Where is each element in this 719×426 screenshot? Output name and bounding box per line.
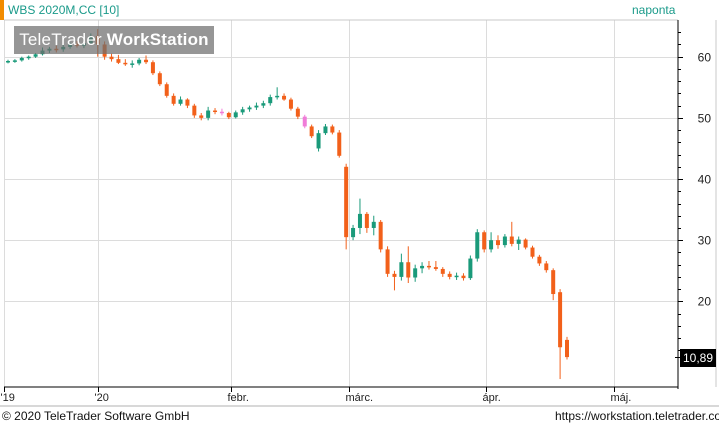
candle-body bbox=[219, 111, 224, 114]
candle-body bbox=[433, 267, 438, 269]
x-tick-label: márc. bbox=[346, 392, 374, 404]
candle-body bbox=[537, 256, 542, 264]
candles bbox=[6, 29, 569, 380]
candle-body bbox=[502, 236, 507, 246]
candle-body bbox=[509, 236, 514, 244]
candle-body bbox=[440, 268, 445, 274]
candle-body bbox=[288, 99, 293, 109]
candle-body bbox=[357, 213, 362, 228]
candle-body bbox=[461, 275, 466, 279]
candle-body bbox=[454, 275, 459, 278]
watermark-text-2: WorkStation bbox=[106, 30, 209, 49]
candle-body bbox=[337, 132, 342, 156]
candle-body bbox=[420, 265, 425, 269]
candle-body bbox=[558, 292, 563, 348]
candle-body bbox=[123, 62, 128, 65]
x-tick-label: febr. bbox=[228, 392, 249, 404]
x-tick-label: '19 bbox=[1, 392, 15, 404]
watermark-text-1: TeleTrader bbox=[19, 30, 107, 49]
candle-body bbox=[551, 270, 556, 295]
axes: 60 50 40 30 20 '19 '20 febr. márc. ápr. máj. bbox=[0, 19, 719, 407]
period-label[interactable]: naponta bbox=[632, 3, 676, 17]
y-tick-label: 30 bbox=[698, 234, 712, 248]
candle-body bbox=[413, 268, 418, 278]
candle-body bbox=[164, 84, 169, 96]
candle-body bbox=[330, 126, 335, 133]
y-tick-label: 50 bbox=[698, 112, 712, 126]
candle-body bbox=[530, 247, 535, 257]
candle-body bbox=[468, 258, 473, 279]
candle-body bbox=[178, 99, 183, 104]
y-tick-label: 60 bbox=[698, 51, 712, 65]
candle-body bbox=[302, 116, 307, 127]
copyright-text: © 2020 TeleTrader Software GmbH bbox=[2, 409, 190, 423]
candle-body bbox=[12, 60, 17, 62]
candle-body bbox=[137, 59, 142, 64]
candle-body bbox=[385, 249, 390, 274]
candle-body bbox=[282, 95, 287, 100]
candle-body bbox=[489, 240, 494, 250]
candle-body bbox=[19, 57, 24, 61]
grid-lines bbox=[4, 20, 678, 387]
candle-body bbox=[475, 232, 480, 259]
candle-body bbox=[199, 115, 204, 118]
y-tick-label: 20 bbox=[698, 295, 712, 309]
candle-body bbox=[213, 110, 218, 113]
candle-body bbox=[26, 56, 31, 59]
candle-body bbox=[33, 54, 38, 57]
candle-body bbox=[316, 133, 321, 149]
candle-body bbox=[495, 240, 500, 246]
candle-body bbox=[565, 339, 569, 358]
candle-body bbox=[109, 56, 114, 60]
candle-body bbox=[295, 108, 300, 117]
candle-body bbox=[247, 107, 252, 110]
candle-body bbox=[378, 221, 383, 250]
candle-body bbox=[116, 59, 121, 63]
candle-body bbox=[544, 263, 549, 271]
candle-body bbox=[351, 227, 356, 238]
x-tick-label: ápr. bbox=[483, 392, 501, 404]
candle-body bbox=[206, 110, 211, 118]
candle-body bbox=[150, 62, 155, 74]
candle-body bbox=[6, 60, 10, 63]
candle-body bbox=[392, 273, 397, 277]
candle-body bbox=[261, 103, 266, 106]
candle-body bbox=[233, 112, 238, 118]
watermark: TeleTrader WorkStation bbox=[14, 26, 214, 54]
candle-body bbox=[157, 73, 162, 85]
candle-body bbox=[185, 99, 190, 106]
candle-body bbox=[144, 59, 149, 63]
candle-body bbox=[516, 239, 521, 244]
candle-body bbox=[254, 105, 259, 108]
candle-body bbox=[523, 239, 528, 248]
candle-body bbox=[426, 265, 431, 268]
candle-body bbox=[344, 166, 349, 238]
candle-body bbox=[482, 232, 487, 250]
candle-body bbox=[323, 126, 328, 134]
candle-body bbox=[399, 262, 404, 277]
candle-body bbox=[447, 273, 452, 277]
candle-body bbox=[371, 221, 376, 228]
instrument-title: WBS 2020M,CC [10] bbox=[8, 3, 120, 17]
candle-body bbox=[240, 109, 245, 113]
candle-body bbox=[275, 95, 280, 98]
candle-body bbox=[309, 126, 314, 137]
last-price-tag: 10,89 bbox=[680, 349, 716, 367]
y-tick-label: 40 bbox=[698, 173, 712, 187]
x-tick-label: '20 bbox=[95, 392, 109, 404]
candle-body bbox=[171, 95, 176, 104]
source-url-link[interactable]: https://workstation.teletrader.com/ bbox=[555, 409, 719, 423]
candle-body bbox=[406, 262, 411, 278]
candle-body bbox=[192, 105, 197, 116]
candle-body bbox=[226, 112, 231, 118]
candle-body bbox=[268, 97, 273, 104]
candle-body bbox=[130, 63, 135, 65]
candle-body bbox=[364, 213, 369, 228]
instrument-accent-bar bbox=[0, 0, 4, 20]
x-tick-label: máj. bbox=[611, 392, 632, 404]
